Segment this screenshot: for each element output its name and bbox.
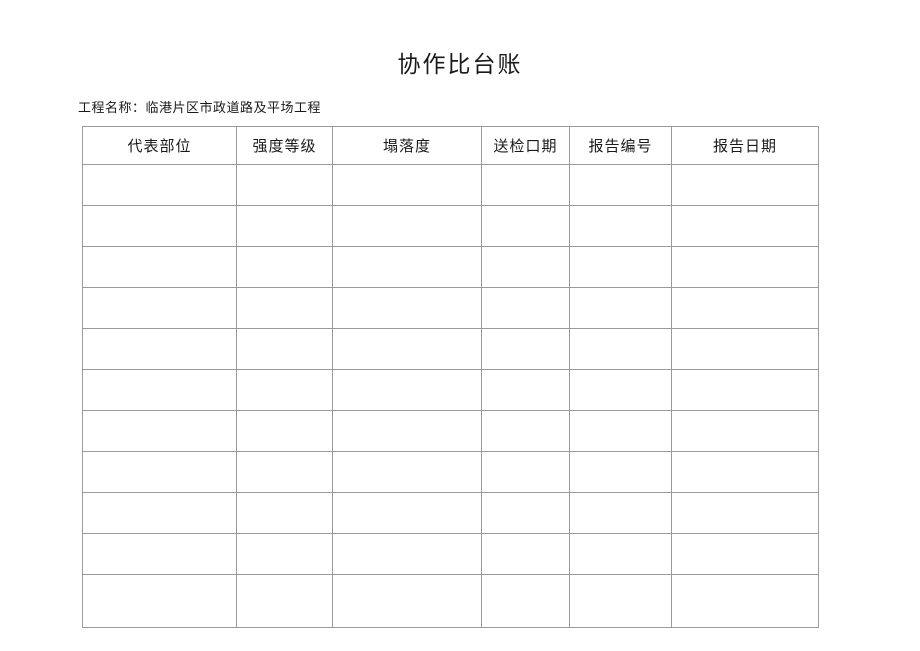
- table-cell[interactable]: [236, 410, 333, 452]
- table-cell[interactable]: [82, 410, 237, 452]
- table-cell[interactable]: [481, 246, 570, 288]
- table-cell[interactable]: [671, 533, 819, 575]
- table-cell[interactable]: [236, 492, 333, 534]
- table-cell[interactable]: [332, 287, 482, 329]
- table-cell[interactable]: [671, 246, 819, 288]
- table-cell[interactable]: [569, 492, 672, 534]
- table-cell[interactable]: [569, 369, 672, 411]
- table-cell[interactable]: [82, 492, 237, 534]
- table-cell[interactable]: [671, 328, 819, 370]
- column-header-report-number: 报告编号: [569, 126, 672, 165]
- table-cell[interactable]: [82, 369, 237, 411]
- table-cell[interactable]: [332, 533, 482, 575]
- table-cell[interactable]: [236, 287, 333, 329]
- table-cell[interactable]: [332, 164, 482, 206]
- table-cell[interactable]: [332, 451, 482, 493]
- table-cell[interactable]: [671, 205, 819, 247]
- table-row[interactable]: [82, 328, 819, 370]
- table-cell[interactable]: [569, 410, 672, 452]
- table-cell[interactable]: [481, 410, 570, 452]
- table-row[interactable]: [82, 246, 819, 288]
- table-cell[interactable]: [569, 246, 672, 288]
- table-cell[interactable]: [671, 451, 819, 493]
- table-cell[interactable]: [481, 287, 570, 329]
- table-cell[interactable]: [82, 205, 237, 247]
- table-cell[interactable]: [236, 574, 333, 628]
- table-cell[interactable]: [481, 205, 570, 247]
- project-name-line: 工程名称：临港片区市政道路及平场工程: [78, 101, 322, 116]
- table-cell[interactable]: [82, 287, 237, 329]
- table-cell[interactable]: [481, 369, 570, 411]
- table-cell[interactable]: [332, 492, 482, 534]
- table-cell[interactable]: [332, 205, 482, 247]
- table-cell[interactable]: [332, 369, 482, 411]
- table-cell[interactable]: [82, 328, 237, 370]
- table-cell[interactable]: [481, 451, 570, 493]
- table-cell[interactable]: [671, 287, 819, 329]
- table-cell[interactable]: [236, 164, 333, 206]
- table-row[interactable]: [82, 205, 819, 247]
- table-cell[interactable]: [671, 574, 819, 628]
- table-cell[interactable]: [569, 205, 672, 247]
- table-cell[interactable]: [236, 369, 333, 411]
- table-cell[interactable]: [82, 574, 237, 628]
- table-cell[interactable]: [332, 574, 482, 628]
- table-cell[interactable]: [82, 246, 237, 288]
- ledger-table: 代表部位 强度等级 塌落度 送检口期 报告编号 报告日期: [82, 126, 819, 628]
- table-row[interactable]: [82, 451, 819, 493]
- table-cell[interactable]: [569, 451, 672, 493]
- table-cell[interactable]: [236, 205, 333, 247]
- table-cell[interactable]: [481, 328, 570, 370]
- table-row[interactable]: [82, 164, 819, 206]
- table-cell[interactable]: [569, 287, 672, 329]
- column-header-representative-position: 代表部位: [82, 126, 237, 165]
- table-cell[interactable]: [332, 410, 482, 452]
- table-row[interactable]: [82, 574, 819, 628]
- table-cell[interactable]: [332, 328, 482, 370]
- table-cell[interactable]: [236, 246, 333, 288]
- table-cell[interactable]: [481, 164, 570, 206]
- table-row[interactable]: [82, 287, 819, 329]
- table-cell[interactable]: [671, 369, 819, 411]
- table-cell[interactable]: [82, 164, 237, 206]
- table-cell[interactable]: [569, 533, 672, 575]
- table-cell[interactable]: [236, 328, 333, 370]
- table-cell[interactable]: [671, 492, 819, 534]
- table-header-row: 代表部位 强度等级 塌落度 送检口期 报告编号 报告日期: [82, 126, 819, 165]
- table-row[interactable]: [82, 492, 819, 534]
- table-cell[interactable]: [236, 533, 333, 575]
- column-header-inspection-date: 送检口期: [481, 126, 570, 165]
- page-title: 协作比台账: [397, 52, 523, 78]
- column-header-strength-grade: 强度等级: [236, 126, 333, 165]
- table-cell[interactable]: [481, 574, 570, 628]
- column-header-slump: 塌落度: [332, 126, 482, 165]
- table-cell[interactable]: [671, 164, 819, 206]
- column-header-report-date: 报告日期: [671, 126, 819, 165]
- table-cell[interactable]: [82, 451, 237, 493]
- table-cell[interactable]: [569, 574, 672, 628]
- table-cell[interactable]: [481, 492, 570, 534]
- table-cell[interactable]: [569, 164, 672, 206]
- table-body: [82, 164, 819, 628]
- table-row[interactable]: [82, 533, 819, 575]
- table-row[interactable]: [82, 369, 819, 411]
- table-cell[interactable]: [332, 246, 482, 288]
- table-cell[interactable]: [569, 328, 672, 370]
- table-cell[interactable]: [481, 533, 570, 575]
- table-cell[interactable]: [236, 451, 333, 493]
- table-cell[interactable]: [671, 410, 819, 452]
- table-row[interactable]: [82, 410, 819, 452]
- table-cell[interactable]: [82, 533, 237, 575]
